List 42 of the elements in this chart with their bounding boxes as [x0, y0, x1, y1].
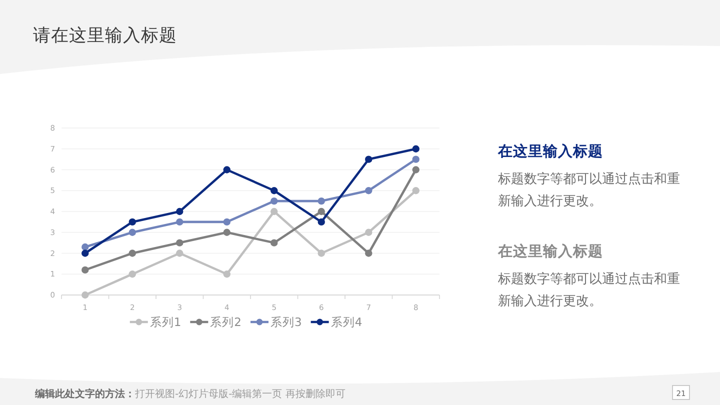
point: [270, 187, 278, 194]
point: [318, 197, 325, 205]
point: [176, 208, 184, 216]
point: [412, 145, 420, 152]
text: 标题数字等都可以通过点击和重新输入进行更改。: [497, 271, 680, 309]
text: 编辑此处文字的方法：打开视图-幻灯片母版-编辑第一页 再按删除即可: [34, 388, 346, 400]
point: [223, 166, 230, 174]
point: [176, 239, 184, 246]
point: [270, 239, 278, 246]
legend-label: 系列3: [270, 315, 302, 330]
point: [365, 187, 372, 194]
point: [318, 218, 325, 226]
point: [365, 156, 372, 163]
point: [128, 218, 136, 226]
point: [270, 208, 278, 216]
point: [128, 270, 136, 278]
point: [176, 218, 184, 226]
point: [365, 228, 372, 236]
text: 在这里输入标题: [497, 242, 603, 260]
point: [223, 228, 230, 236]
point: [412, 156, 420, 163]
legend-label: 系列1: [150, 315, 182, 330]
point: [223, 218, 230, 226]
point: [270, 197, 278, 205]
chart-title: 请在这里输入标题: [33, 25, 177, 46]
point: [318, 250, 325, 257]
point: [365, 250, 372, 257]
point: [223, 270, 230, 278]
point: [82, 291, 89, 299]
point: [412, 166, 420, 174]
point: [412, 187, 420, 194]
point: [128, 250, 136, 257]
point: [82, 250, 89, 257]
point: [82, 243, 89, 251]
text: 在这里输入标题: [497, 142, 603, 160]
legend-label: 系列2: [210, 315, 242, 330]
legend-label: 系列4: [330, 315, 362, 330]
point: [128, 228, 136, 236]
text: 标题数字等都可以通过点击和重新输入进行更改。: [497, 171, 680, 209]
point: [318, 208, 325, 216]
point: [176, 250, 184, 257]
point: [82, 266, 89, 274]
